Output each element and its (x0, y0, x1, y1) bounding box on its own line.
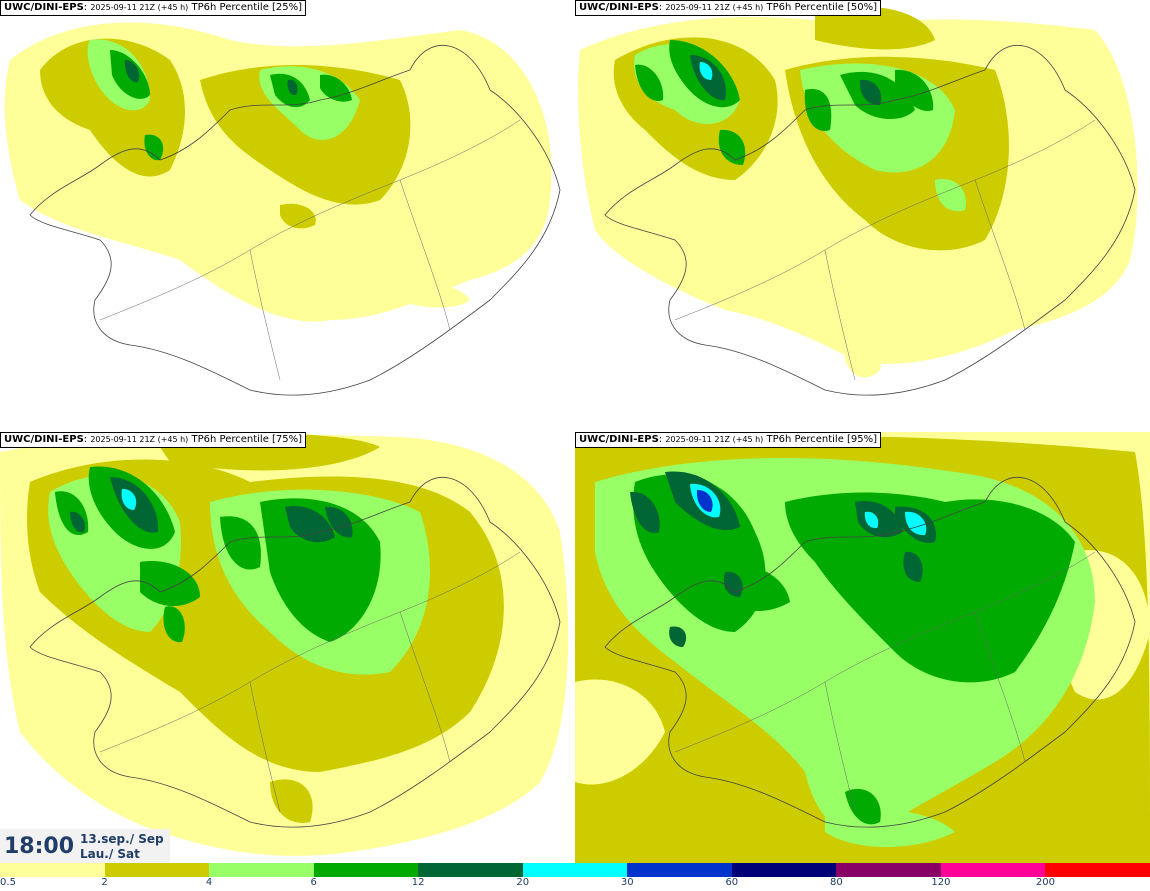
precip-area-green (140, 561, 200, 607)
colorbar-segment (1045, 863, 1150, 877)
precip-area-cyan (864, 511, 879, 529)
precip-area-green (785, 492, 1075, 683)
colorbar-tick-label: 0.5 (0, 877, 16, 888)
precip-area-darkgreen (124, 60, 140, 83)
precip-area-darkgreen (669, 626, 687, 647)
road-network (674, 119, 1096, 381)
colorbar-tick-label: 2 (101, 877, 108, 888)
colorbar-tick-label: 30 (620, 877, 634, 888)
colorbar-segment (731, 863, 837, 877)
precip-area-darkgreen (285, 506, 335, 543)
run-time: 2025-09-11 21Z (+45 h) (90, 3, 189, 12)
colorbar (0, 863, 1150, 877)
colorbar-segment (104, 863, 210, 877)
panel-title: UWC/DINI-EPS: 2025-09-11 21Z (+45 h) TP6… (0, 0, 307, 16)
colorbar-segment (836, 863, 942, 877)
precip-area-yellow (270, 779, 313, 823)
map-panel-p75: UWC/DINI-EPS: 2025-09-11 21Z (+45 h) TP6… (0, 432, 575, 863)
precip-area-blue (696, 489, 713, 512)
coastline (604, 44, 1136, 396)
precip-area-lightgreen (935, 179, 966, 212)
colorbar-segment (313, 863, 419, 877)
map-panel-p50: UWC/DINI-EPS: 2025-09-11 21Z (+45 h) TP6… (575, 0, 1150, 431)
precip-area-darkgreen (325, 506, 353, 538)
precip-area-darkgreen (287, 79, 298, 96)
run-time: 2025-09-11 21Z (+45 h) (665, 3, 764, 12)
map-panel-p95: UWC/DINI-EPS: 2025-09-11 21Z (+45 h) TP6… (575, 432, 1150, 863)
road-network (99, 119, 521, 381)
precip-area-darkgreen (70, 511, 86, 533)
precip-area-green (804, 89, 832, 131)
precip-area-green (895, 69, 934, 111)
precip-area-light (575, 679, 665, 785)
colorbar-segment (0, 863, 106, 877)
coastline (29, 44, 561, 396)
colorbar-segment (209, 863, 315, 877)
valid-date-line2: Lau./ Sat (80, 847, 140, 861)
precip-area-darkgreen (630, 491, 660, 533)
precip-area-light (400, 284, 470, 308)
run-time: 2025-09-11 21Z (+45 h) (90, 435, 189, 444)
precip-area-light (845, 336, 881, 378)
run-time: 2025-09-11 21Z (+45 h) (665, 435, 764, 444)
colorbar-tick-label: 20 (516, 877, 530, 888)
precip-area-green (144, 134, 164, 161)
precip-area-green (163, 606, 185, 643)
precip-area-green (718, 129, 746, 165)
field-name: TP6h Percentile [50%] (766, 2, 878, 13)
model-name: UWC/DINI-EPS (4, 2, 84, 13)
field-name: TP6h Percentile [25%] (191, 2, 303, 13)
precip-map-p95 (575, 432, 1150, 863)
precip-area-green (635, 64, 664, 101)
road-network (674, 551, 1096, 813)
colorbar-tick-label: 6 (310, 877, 317, 888)
precip-map-p75 (0, 432, 569, 856)
colorbar-tick-label: 80 (829, 877, 843, 888)
coastline (29, 476, 561, 828)
panel-title: UWC/DINI-EPS: 2025-09-11 21Z (+45 h) TP6… (0, 432, 307, 448)
colorbar-tick-label: 12 (411, 877, 425, 888)
panel-title: UWC/DINI-EPS: 2025-09-11 21Z (+45 h) TP6… (575, 432, 882, 448)
colorbar-segment (940, 863, 1046, 877)
precip-area-yellow (815, 6, 935, 50)
field-name: TP6h Percentile [95%] (766, 434, 878, 445)
panel-title: UWC/DINI-EPS: 2025-09-11 21Z (+45 h) TP6… (575, 0, 882, 16)
colorbar-segment (418, 863, 524, 877)
valid-time: 18:00 (4, 834, 75, 859)
model-name: UWC/DINI-EPS (4, 434, 84, 445)
precip-area-green (220, 516, 261, 570)
model-name: UWC/DINI-EPS (579, 434, 659, 445)
colorbar-tick-label: 120 (931, 877, 951, 888)
precip-map-p50 (578, 6, 1138, 396)
model-name: UWC/DINI-EPS (579, 2, 659, 13)
colorbar-segment (627, 863, 733, 877)
precip-area-cyan (121, 488, 137, 510)
road-network (99, 551, 521, 813)
valid-date-line1: 13.sep./ Sep (80, 832, 164, 846)
precip-area-cyan (699, 62, 713, 80)
precip-area-yellow (280, 203, 316, 229)
colorbar-segment (522, 863, 628, 877)
precip-area-darkgreen (855, 501, 903, 538)
field-name: TP6h Percentile [75%] (191, 434, 303, 445)
precip-map-p25 (4, 22, 561, 396)
precip-area-darkgreen (903, 551, 923, 582)
precip-area-cyan (905, 511, 927, 536)
precip-area-darkgreen (859, 79, 882, 106)
coastline (604, 476, 1136, 828)
colorbar-tick-label: 4 (205, 877, 213, 888)
valid-time-box: 18:00 13.sep./ Sep Lau./ Sat (0, 829, 170, 863)
precip-area-green (845, 788, 881, 825)
colorbar-tick-label: 60 (725, 877, 739, 888)
colorbar-tick-label: 200 (1035, 877, 1055, 888)
precip-area-green (320, 74, 352, 102)
map-panel-p25: UWC/DINI-EPS: 2025-09-11 21Z (+45 h) TP6… (0, 0, 575, 431)
